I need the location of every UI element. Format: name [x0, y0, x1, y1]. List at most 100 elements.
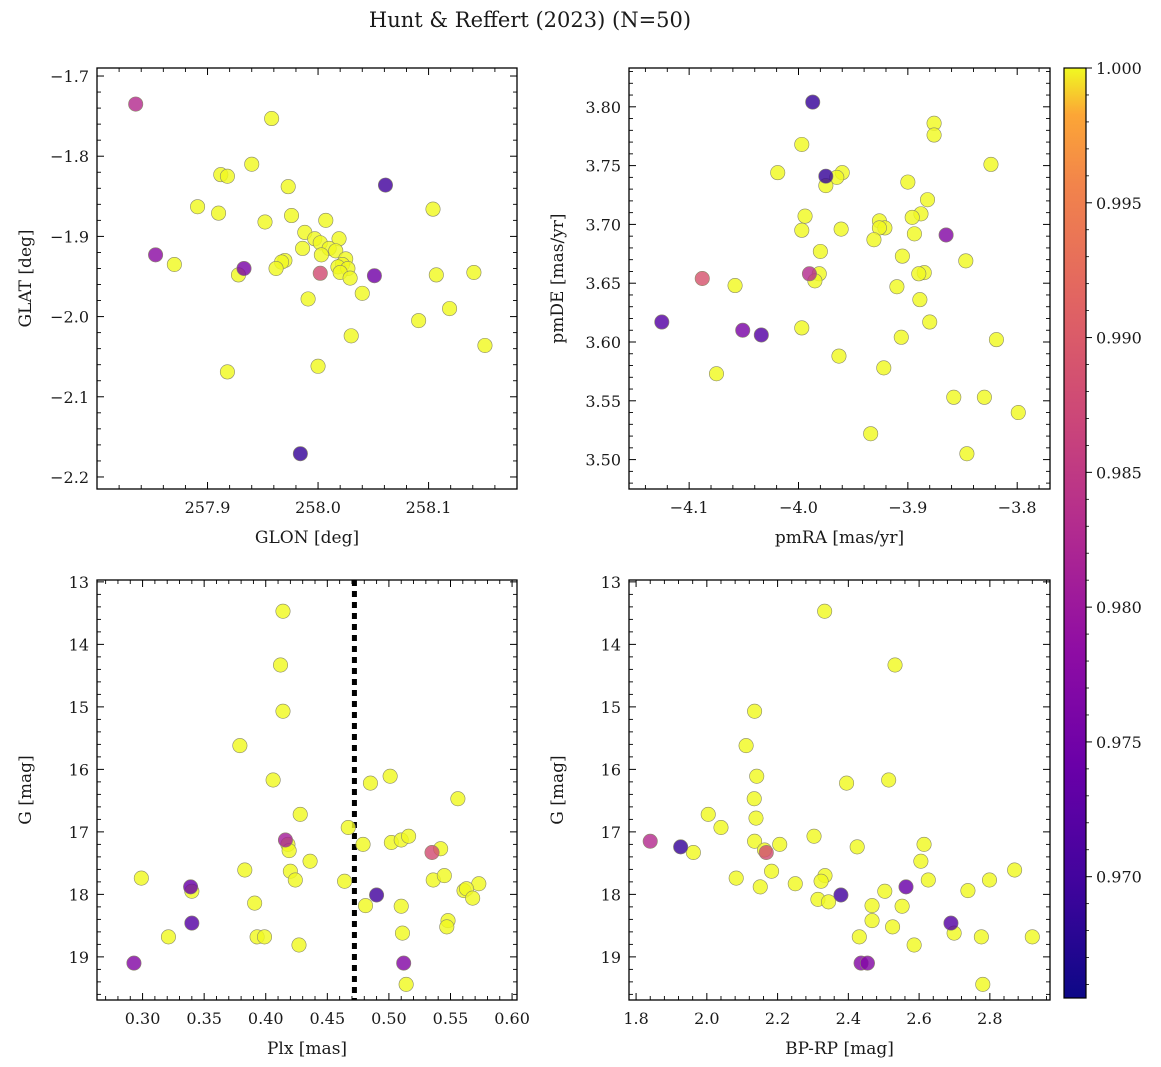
scatter-point — [211, 205, 227, 221]
x-axis-label: Plx [mas] — [267, 1039, 347, 1059]
colorbar: 0.970 0.975 0.980 0.985 0.990 0.995 1.000 — [1063, 59, 1142, 999]
colorbar-tick-label: 0.995 — [1096, 194, 1142, 213]
scatter-point — [753, 327, 769, 343]
scatter-point — [312, 265, 328, 281]
scatter-point — [450, 791, 466, 807]
x-tick-label: −3.8 — [998, 498, 1037, 517]
y-tick-label: 17 — [601, 823, 621, 842]
scatter-point — [277, 832, 293, 848]
x-tick-label: 0.40 — [248, 1009, 284, 1028]
scatter-point — [818, 168, 834, 184]
plot-frame — [628, 579, 1051, 1001]
scatter-point — [864, 898, 880, 914]
scatter-point — [401, 828, 417, 844]
x-tick-label: 258.1 — [406, 498, 452, 517]
y-tick-label: 3.75 — [585, 157, 621, 176]
x-axis-label: BP-RP [mag] — [785, 1039, 894, 1059]
scatter-point — [975, 976, 991, 992]
x-tick-label: 0.55 — [433, 1009, 469, 1028]
scatter-point — [1024, 929, 1040, 945]
x-tick-label: 258.0 — [295, 498, 341, 517]
scatter-point — [673, 839, 689, 855]
scatter-point — [477, 337, 493, 353]
y-tick-label: −1.7 — [50, 67, 89, 86]
scatter-point — [794, 320, 810, 336]
scatter-point — [313, 247, 329, 263]
scatter-point — [713, 819, 729, 835]
scatter-point — [300, 291, 316, 307]
scatter-point — [727, 278, 743, 294]
scatter-point — [133, 870, 149, 886]
y-tick-label: 3.80 — [585, 98, 621, 117]
panel-plx-g: 0.30 0.35 0.40 0.45 0.50 0.55 0.60 13 14 15 16 17 18… — [16, 573, 530, 1059]
scatter-point — [728, 870, 744, 886]
scatter-point — [398, 976, 414, 992]
x-tick-label: −3.9 — [888, 498, 927, 517]
scatter-point — [166, 256, 182, 272]
y-axis-label: G [mag] — [548, 755, 568, 824]
scatter-point — [746, 791, 762, 807]
scatter-point — [976, 389, 992, 405]
y-tick-label: 16 — [69, 760, 89, 779]
scatter-point — [465, 890, 481, 906]
scatter-point — [864, 913, 880, 929]
y-axis-label: G [mag] — [16, 755, 36, 824]
y-tick-label: 19 — [69, 948, 89, 967]
scatter-point — [358, 898, 374, 914]
scatter-point — [355, 836, 371, 852]
scatter-point — [794, 222, 810, 238]
scatter-point — [382, 768, 398, 784]
scatter-point — [183, 879, 199, 895]
colorbar-tick-label: 0.975 — [1096, 733, 1142, 752]
y-tick-label: −2.0 — [50, 308, 89, 327]
scatter-point — [1010, 405, 1026, 421]
scatter-point — [833, 221, 849, 237]
colorbar-tick-label: 0.980 — [1096, 598, 1142, 617]
scatter-point — [369, 887, 385, 903]
scatter-point — [735, 322, 751, 338]
plot-frame — [96, 579, 518, 1001]
scatter-point — [787, 876, 803, 892]
scatter-point — [959, 446, 975, 462]
scatter-point — [343, 328, 359, 344]
x-tick-label: 0.45 — [310, 1009, 346, 1028]
scatter-point — [916, 836, 932, 852]
scatter-point — [866, 232, 882, 248]
scatter-point — [280, 179, 296, 195]
x-tick-label: 2.8 — [977, 1009, 1002, 1028]
y-tick-label: 19 — [601, 948, 621, 967]
scatter-point — [244, 156, 260, 172]
scatter-point — [428, 267, 444, 283]
scatter-point — [340, 819, 356, 835]
panel-bprp-g: 1.8 2.0 2.2 2.4 2.6 2.8 13 14 15 16 17 18 19 BP-RP [m… — [548, 573, 1051, 1059]
x-axis-label: GLON [deg] — [255, 528, 359, 548]
y-tick-label: 13 — [601, 573, 621, 592]
y-tick-label: 17 — [69, 823, 89, 842]
scatter-point — [366, 268, 382, 284]
scatter-point — [237, 862, 253, 878]
scatter-point — [906, 226, 922, 242]
scatter-point — [377, 177, 393, 193]
scatter-point — [295, 240, 311, 256]
colorbar-frame — [1063, 67, 1087, 999]
scatter-point — [394, 925, 410, 941]
y-tick-label: −2.2 — [50, 468, 89, 487]
scatter-point — [797, 208, 813, 224]
scatter-point — [284, 208, 300, 224]
scatter-point — [337, 873, 353, 889]
colorbar-tick-label: 1.000 — [1096, 59, 1142, 78]
y-tick-label: 3.60 — [585, 333, 621, 352]
scatter-point — [960, 883, 976, 899]
y-tick-label: −2.1 — [50, 388, 89, 407]
scatter-point — [813, 873, 829, 889]
scatter-point — [881, 772, 897, 788]
y-tick-label: 14 — [601, 635, 621, 654]
scatter-point — [439, 919, 455, 935]
scatter-point — [983, 156, 999, 172]
y-tick-label: 14 — [69, 635, 89, 654]
scatter-point — [988, 332, 1004, 348]
scatter-point — [906, 937, 922, 953]
colorbar-tick-label: 0.985 — [1096, 463, 1142, 482]
scatter-point — [833, 887, 849, 903]
scatter-point — [794, 136, 810, 152]
